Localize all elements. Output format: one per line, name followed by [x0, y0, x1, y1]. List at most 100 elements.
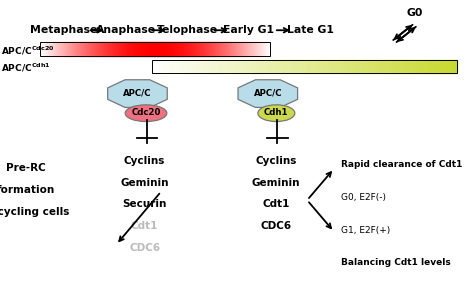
- Bar: [184, 60, 185, 73]
- Bar: [96, 42, 97, 56]
- Bar: [73, 42, 74, 56]
- Bar: [199, 60, 200, 73]
- Bar: [243, 42, 244, 56]
- Text: Metaphase: Metaphase: [30, 25, 98, 35]
- Bar: [210, 60, 211, 73]
- Bar: [78, 42, 79, 56]
- Bar: [433, 60, 434, 73]
- Bar: [143, 42, 144, 56]
- Bar: [452, 60, 453, 73]
- Bar: [301, 60, 302, 73]
- Bar: [271, 60, 272, 73]
- Bar: [449, 60, 450, 73]
- Text: G0: G0: [407, 8, 423, 18]
- Bar: [213, 60, 214, 73]
- Bar: [257, 42, 258, 56]
- Bar: [71, 42, 72, 56]
- Bar: [155, 60, 156, 73]
- Bar: [380, 60, 381, 73]
- Bar: [368, 60, 369, 73]
- Bar: [183, 42, 184, 56]
- Bar: [187, 60, 188, 73]
- Bar: [77, 42, 78, 56]
- Bar: [114, 42, 115, 56]
- Bar: [345, 60, 346, 73]
- Bar: [296, 60, 297, 73]
- Bar: [233, 42, 234, 56]
- Text: APC/C: APC/C: [254, 88, 282, 98]
- Bar: [212, 42, 213, 56]
- Bar: [277, 60, 278, 73]
- Bar: [418, 60, 419, 73]
- Bar: [209, 42, 210, 56]
- Bar: [249, 60, 251, 73]
- Bar: [328, 60, 329, 73]
- Bar: [194, 60, 195, 73]
- Bar: [389, 60, 390, 73]
- Bar: [244, 60, 245, 73]
- Bar: [226, 60, 227, 73]
- Bar: [157, 60, 158, 73]
- Bar: [384, 60, 385, 73]
- Text: G1, E2F(+): G1, E2F(+): [341, 226, 391, 235]
- Bar: [287, 60, 288, 73]
- Polygon shape: [108, 80, 167, 107]
- Bar: [325, 60, 326, 73]
- Bar: [421, 60, 422, 73]
- Bar: [383, 60, 384, 73]
- Bar: [399, 60, 401, 73]
- Bar: [233, 60, 234, 73]
- Bar: [453, 60, 455, 73]
- Bar: [82, 42, 83, 56]
- Bar: [150, 42, 151, 56]
- Bar: [272, 60, 273, 73]
- Bar: [261, 42, 262, 56]
- Bar: [262, 60, 263, 73]
- Bar: [53, 42, 54, 56]
- Bar: [211, 42, 212, 56]
- Bar: [357, 60, 358, 73]
- Bar: [302, 60, 303, 73]
- Bar: [391, 60, 392, 73]
- Bar: [191, 60, 192, 73]
- Bar: [232, 60, 233, 73]
- Bar: [313, 60, 314, 73]
- Bar: [240, 42, 241, 56]
- Bar: [208, 42, 209, 56]
- Bar: [390, 60, 391, 73]
- Bar: [158, 42, 159, 56]
- Bar: [60, 42, 61, 56]
- Bar: [416, 60, 417, 73]
- Bar: [333, 60, 334, 73]
- Bar: [88, 42, 89, 56]
- Bar: [52, 42, 53, 56]
- Bar: [201, 60, 202, 73]
- Bar: [434, 60, 435, 73]
- Bar: [238, 60, 239, 73]
- Bar: [156, 60, 157, 73]
- Bar: [85, 42, 86, 56]
- Bar: [153, 42, 154, 56]
- Bar: [154, 42, 155, 56]
- Bar: [372, 60, 373, 73]
- Bar: [198, 60, 199, 73]
- Bar: [355, 60, 356, 73]
- Bar: [247, 42, 248, 56]
- Bar: [172, 42, 173, 56]
- Bar: [329, 60, 330, 73]
- Bar: [262, 42, 263, 56]
- Bar: [252, 60, 253, 73]
- Bar: [439, 60, 440, 73]
- Bar: [431, 60, 432, 73]
- Text: CDC6: CDC6: [260, 221, 292, 231]
- Bar: [254, 42, 255, 56]
- Bar: [208, 60, 209, 73]
- Bar: [267, 42, 268, 56]
- Text: Balancing Cdt1 levels: Balancing Cdt1 levels: [341, 257, 451, 267]
- Bar: [265, 42, 266, 56]
- Bar: [177, 60, 178, 73]
- Bar: [255, 60, 256, 73]
- Bar: [205, 60, 206, 73]
- Bar: [307, 60, 308, 73]
- Bar: [331, 60, 332, 73]
